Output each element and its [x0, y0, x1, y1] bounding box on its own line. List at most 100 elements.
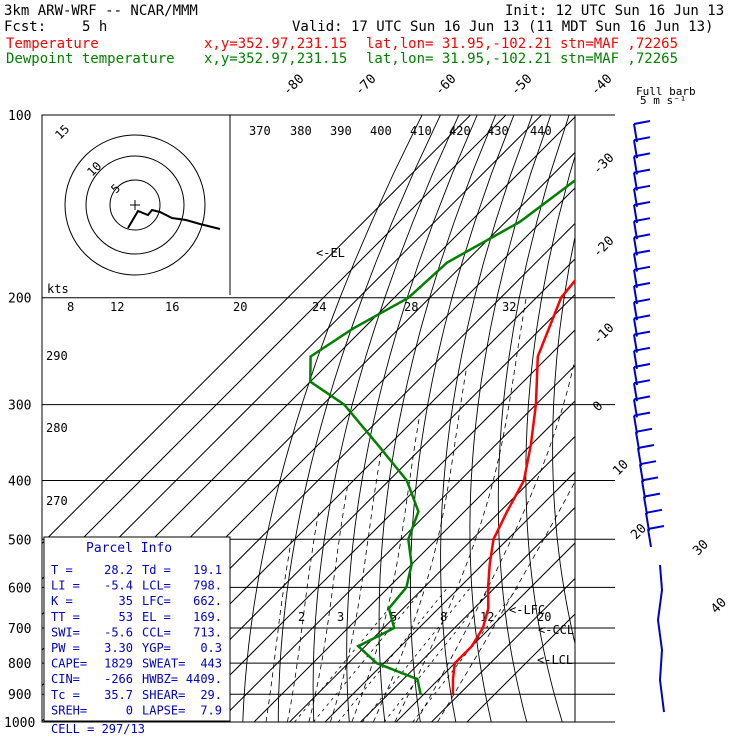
hodograph-x-tick: 20	[233, 300, 247, 314]
wind-barb-flag	[633, 168, 651, 174]
mixing-ratio-label: 20	[537, 610, 551, 624]
isotherm-label: 30	[690, 537, 712, 559]
theta-label: 400	[370, 124, 392, 138]
legend-temperature: Temperature	[6, 36, 99, 52]
moist-adiabat	[265, 539, 292, 722]
dry-adiabat	[676, 115, 740, 722]
parcel-info-value: 798.	[193, 579, 222, 593]
wind-barb-flag	[633, 120, 651, 125]
isotherm-label: 40	[708, 595, 730, 617]
parcel-info-key: EL =	[142, 610, 171, 624]
parcel-info-value: 28.2	[104, 563, 133, 577]
hodograph-x-tick: 8	[67, 300, 74, 314]
wind-barb-key-unit: 5 m s⁻¹	[640, 94, 686, 107]
parcel-info-key: T =	[51, 563, 73, 577]
isotherm-label: 20	[628, 521, 650, 543]
hodograph-x-tick: 28	[404, 300, 418, 314]
wind-barb-staff	[633, 415, 638, 434]
pressure-tick-label: 300	[8, 399, 31, 414]
hodograph-ring-label: 10	[84, 159, 104, 179]
wind-barb-flag	[633, 201, 651, 206]
isotherm-line	[182, 329, 575, 722]
moist-adiabat	[372, 366, 468, 722]
wind-barb-flag	[635, 427, 653, 433]
isotherm-line	[431, 577, 575, 722]
wind-barb-staff	[647, 528, 652, 548]
parcel-info-key: TT =	[51, 610, 80, 624]
wind-barb-flag	[633, 298, 651, 304]
hodograph-ring	[64, 134, 206, 276]
parcel-info-key: HWBZ=	[142, 672, 178, 686]
wind-barb-flag	[633, 233, 651, 239]
dry-adiabat	[629, 115, 705, 722]
wind-barb-staff	[643, 496, 648, 515]
isotherm-line	[466, 613, 575, 722]
parcel-info-value: 169.	[193, 610, 222, 624]
wind-barb-staff	[645, 512, 650, 531]
wind-barb-staff	[639, 464, 644, 483]
temperature-line	[451, 278, 575, 695]
wind-barb-flag	[633, 282, 651, 287]
parcel-info-value: -266	[104, 672, 133, 686]
parcel-info-key: SREH=	[51, 703, 87, 717]
init-time: Init: 12 UTC Sun 16 Jun 13	[505, 3, 725, 19]
isotherm-line	[42, 115, 542, 616]
parcel-info-value: 19.1	[193, 563, 222, 577]
parcel-info-value: 3.30	[104, 641, 133, 655]
wind-barb-flag	[645, 508, 663, 514]
pressure-tick-label: 100	[8, 109, 31, 124]
hodograph-ring	[109, 179, 161, 231]
parcel-info-key: K =	[51, 594, 73, 608]
level-annotation: <-LCL	[537, 653, 573, 667]
parcel-info-value: 53	[119, 610, 133, 624]
isotherm-label: -60	[432, 72, 459, 99]
dry-adiabat	[378, 115, 497, 722]
mixing-ratio-line	[313, 587, 425, 722]
isotherm-line	[42, 115, 471, 545]
wind-barb-flag	[633, 330, 651, 336]
isotherm-line	[289, 435, 575, 722]
parcel-info-value: -5.6	[104, 625, 133, 639]
forecast-value: 5 h	[82, 19, 108, 35]
wind-barb-flag	[633, 249, 651, 255]
dry-adiabat	[312, 115, 460, 722]
isotherm-label: -70	[352, 72, 379, 99]
parcel-info-key: CAPE=	[51, 657, 87, 671]
wind-barb-flag	[633, 395, 651, 401]
parcel-info-value: 0	[126, 703, 133, 717]
wind-barb-flag	[633, 346, 651, 352]
parcel-info-key: CCL=	[142, 625, 171, 639]
wind-barb-lower	[656, 564, 665, 713]
wind-barb-flag	[633, 265, 651, 271]
wind-barb-key: Full barb	[636, 85, 696, 98]
pressure-tick-label: 1000	[4, 716, 35, 731]
pressure-tick-label: 700	[8, 622, 31, 637]
hodograph-x-tick: 12	[110, 300, 124, 314]
pressure-tick-label: 400	[8, 474, 31, 489]
parcel-info-value: 713.	[193, 625, 222, 639]
dewpoint-line	[309, 178, 575, 695]
theta-label: 390	[330, 124, 352, 138]
pressure-tick-label: 800	[8, 657, 31, 672]
dry-adiabat	[497, 115, 570, 722]
parcel-info-value: 7.9	[200, 703, 222, 717]
wind-barb-flag	[637, 444, 655, 449]
legend-temperature-latlon: lat,lon= 31.95,-102.21	[366, 36, 552, 52]
parcel-info-key: LFC=	[142, 594, 171, 608]
legend-dewpoint-xy: x,y=352.97,231.15	[204, 51, 348, 67]
parcel-info-key: CIN=	[51, 672, 80, 686]
theta-label: 380	[290, 124, 312, 138]
dry-adiabat	[653, 115, 740, 722]
parcel-info-value: 1829	[104, 657, 133, 671]
parcel-info-key: Td =	[142, 563, 171, 577]
parcel-info-key: PW =	[51, 641, 80, 655]
mixing-ratio-line	[294, 587, 407, 722]
wind-barb-staff	[641, 480, 646, 499]
theta-label: 290	[46, 349, 68, 363]
dry-adiabat	[552, 234, 575, 646]
legend-temperature-xy: x,y=352.97,231.15	[204, 36, 348, 52]
dry-adiabat	[525, 154, 575, 722]
mixing-ratio-line	[362, 587, 471, 722]
isotherm-line	[324, 471, 575, 722]
